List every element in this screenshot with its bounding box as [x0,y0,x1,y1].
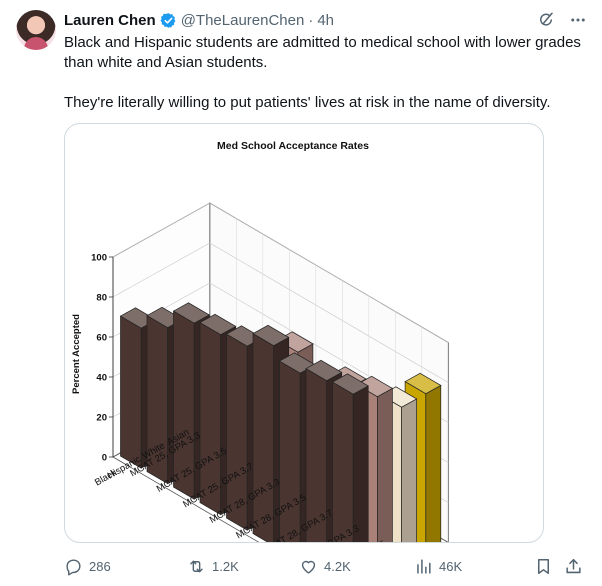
y-tick-label: 20 [96,413,107,424]
tweet-paragraph: Black and Hispanic students are admitted… [64,34,581,71]
author-handle[interactable]: @TheLaurenChen [180,11,305,29]
like-button[interactable]: 4.2K [299,557,351,576]
reply-icon [66,558,81,576]
author-name[interactable]: Lauren Chen [64,11,156,29]
tweet-top-actions [536,10,588,30]
y-tick-label: 0 [102,453,107,464]
tweet-text: Black and Hispanic students are admitted… [64,33,584,113]
separator: · [308,11,314,29]
verified-badge-icon [160,12,177,29]
y-tick-label: 40 [96,373,107,384]
timestamp[interactable]: 4h [317,11,335,29]
y-tick-label: 60 [96,333,107,344]
chart-bar-black-9 [331,373,369,542]
share-icon [566,558,581,573]
y-axis-label: Percent Accepted [71,314,82,394]
y-tick-label: 100 [91,253,107,264]
views-icon [417,558,431,574]
avatar[interactable] [16,10,56,50]
tweet-header: Lauren Chen @TheLaurenChen · 4h [64,10,334,30]
tweet-media-chart[interactable]: Med School Acceptance Rates 0 20 40 60 80 100 P… [64,123,544,543]
retweet-icon [190,560,203,572]
bookmark-icon [537,558,550,574]
view-count: 46K [439,558,463,574]
acceptance-rate-chart: Med School Acceptance Rates 0 20 40 60 80 100 P… [71,140,449,542]
like-count: 4.2K [324,558,351,574]
y-tick-label: 80 [96,293,107,304]
bookmark-button[interactable] [534,557,553,576]
like-icon [301,560,316,574]
tweet-action-bar: 286 1.2K 4.2K 46K [64,555,584,577]
repost-button[interactable]: 1.2K [187,557,239,576]
reply-button[interactable]: 286 [64,557,111,576]
reply-count: 286 [89,558,111,574]
share-button[interactable] [564,557,583,576]
chart-title: Med School Acceptance Rates [217,140,369,152]
views-button[interactable]: 46K [414,557,462,576]
tweet-paragraph: They're literally willing to put patient… [64,94,551,111]
grok-icon[interactable] [536,10,556,30]
more-icon[interactable] [568,10,588,30]
repost-count: 1.2K [212,558,239,574]
